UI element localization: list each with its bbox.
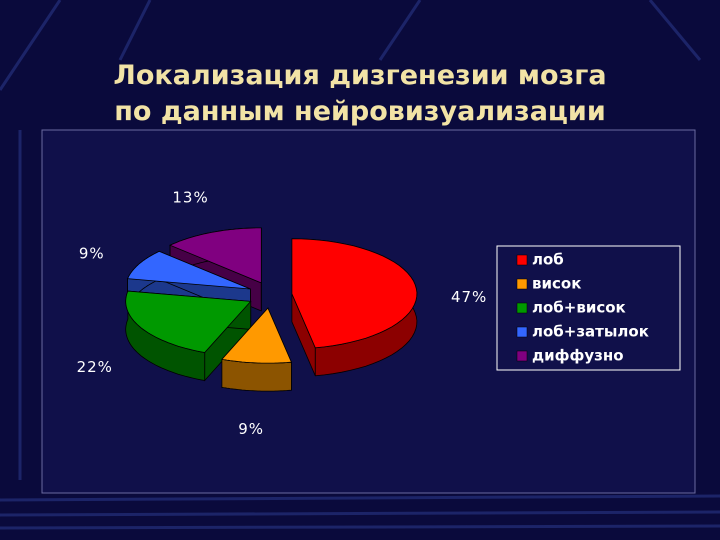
data-label: 22% — [77, 358, 113, 376]
slice — [169, 227, 262, 284]
data-label: 47% — [451, 288, 487, 306]
legend-label: лоб+висок — [532, 299, 626, 317]
legend-label: диффузно — [532, 347, 624, 365]
data-label: 13% — [172, 188, 208, 206]
legend-label: лоб — [532, 251, 564, 269]
pie: 47% 9% 22% 9% 13% — [77, 188, 487, 438]
legend-swatch — [516, 302, 528, 314]
legend-swatch — [516, 350, 528, 362]
data-label: 9% — [238, 420, 264, 438]
slice — [291, 238, 418, 349]
title-line: по данным нейровизуализации — [114, 96, 606, 127]
legend-label: висок — [532, 275, 581, 293]
title-line: Локализация дизгенезии мозга — [113, 60, 606, 91]
slice — [221, 307, 292, 364]
legend-swatch — [516, 278, 528, 290]
legend — [496, 245, 681, 371]
slice-wall — [221, 358, 292, 392]
slice — [125, 290, 252, 353]
legend-swatch — [516, 254, 528, 266]
legend-items: лоб висок лоб+висок лоб+затылок диффузно — [516, 251, 649, 365]
legend-swatch — [516, 326, 528, 338]
chart-title: Локализация дизгенезии мозга по данным не… — [113, 60, 606, 127]
legend-label: лоб+затылок — [532, 323, 649, 341]
data-label: 9% — [79, 245, 105, 263]
slice — [126, 250, 251, 290]
